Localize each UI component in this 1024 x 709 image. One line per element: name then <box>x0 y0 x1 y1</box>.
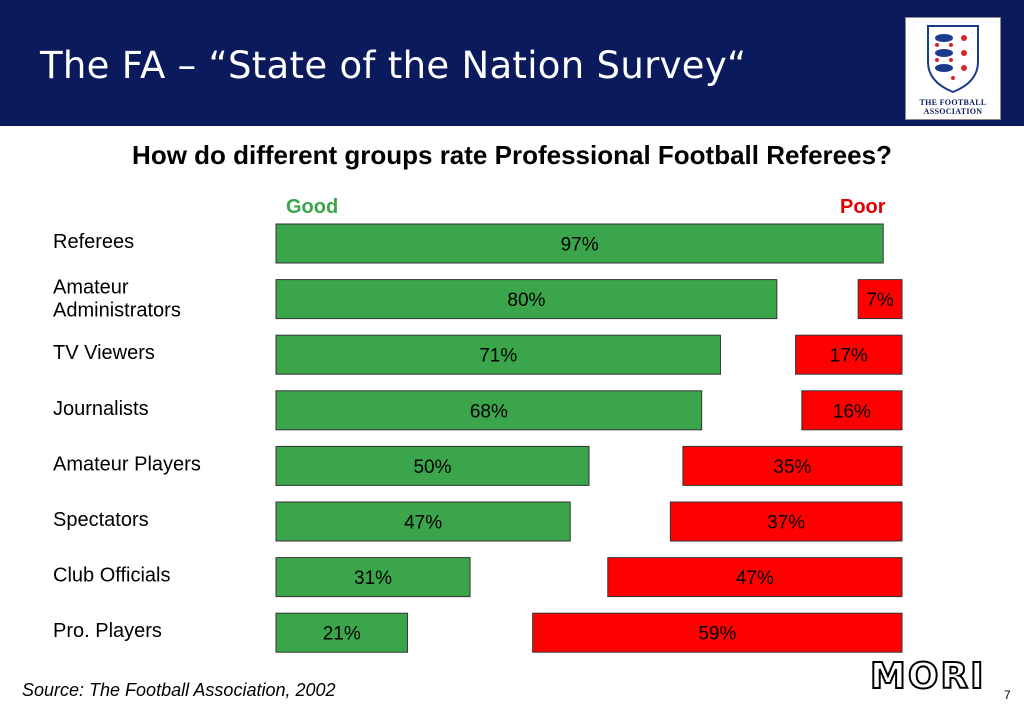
bar-good <box>275 612 408 653</box>
bar-poor-label: 37% <box>767 513 805 534</box>
bar-poor-label: 16% <box>833 401 871 422</box>
bar-good-label: 21% <box>323 624 361 645</box>
source-note: Source: The Football Association, 2002 <box>22 680 336 700</box>
category-label: Amateur Players <box>53 453 201 475</box>
page-number: 7 <box>1004 688 1011 702</box>
logo-caption: THE FOOTBALL ASSOCIATION <box>919 98 987 116</box>
mori-logo: MORI <box>869 656 986 697</box>
bar-good-label: 71% <box>479 346 517 367</box>
bar-good <box>275 390 703 431</box>
legend-poor: Poor <box>840 196 886 218</box>
bar-good-label: 50% <box>413 457 451 478</box>
category-label: Referees <box>53 231 134 253</box>
bar-good <box>275 279 778 320</box>
three-lions-crest-icon <box>927 25 979 94</box>
page-title: The FA – “State of the Nation Survey“ <box>40 44 747 87</box>
bar-poor <box>857 279 903 320</box>
bar-poor <box>532 612 903 653</box>
bar-good-label: 68% <box>470 401 508 422</box>
bar-good <box>275 334 721 375</box>
bar-good <box>275 223 884 264</box>
bar-poor <box>801 390 903 431</box>
bar-poor <box>669 501 903 542</box>
fa-logo: THE FOOTBALL ASSOCIATION <box>905 17 1001 120</box>
bar-poor <box>607 557 903 598</box>
bar-poor-label: 7% <box>866 290 894 311</box>
bar-good <box>275 445 590 486</box>
bar-poor <box>795 334 903 375</box>
bar-poor-label: 17% <box>830 346 868 367</box>
category-label: Club Officials <box>53 565 170 587</box>
bar-poor-label: 47% <box>736 568 774 589</box>
bar-poor <box>682 445 903 486</box>
category-label: Amateur Administrators <box>53 277 181 322</box>
bar-good-label: 47% <box>404 513 442 534</box>
category-label: Journalists <box>53 398 149 420</box>
bar-good <box>275 501 571 542</box>
category-label: TV Viewers <box>53 342 155 364</box>
bar-good-label: 31% <box>354 568 392 589</box>
chart-title: How do different groups rate Professiona… <box>132 140 892 170</box>
bar-poor-label: 35% <box>773 457 811 478</box>
bar-good-label: 80% <box>507 290 545 311</box>
legend-good: Good <box>286 196 339 218</box>
header-banner: The FA – “State of the Nation Survey“ <box>0 0 1024 126</box>
bar-good-label: 97% <box>561 235 599 256</box>
category-label: Spectators <box>53 509 149 531</box>
category-label: Pro. Players <box>53 620 162 642</box>
bar-good <box>275 557 471 598</box>
bar-poor-label: 59% <box>698 624 736 645</box>
